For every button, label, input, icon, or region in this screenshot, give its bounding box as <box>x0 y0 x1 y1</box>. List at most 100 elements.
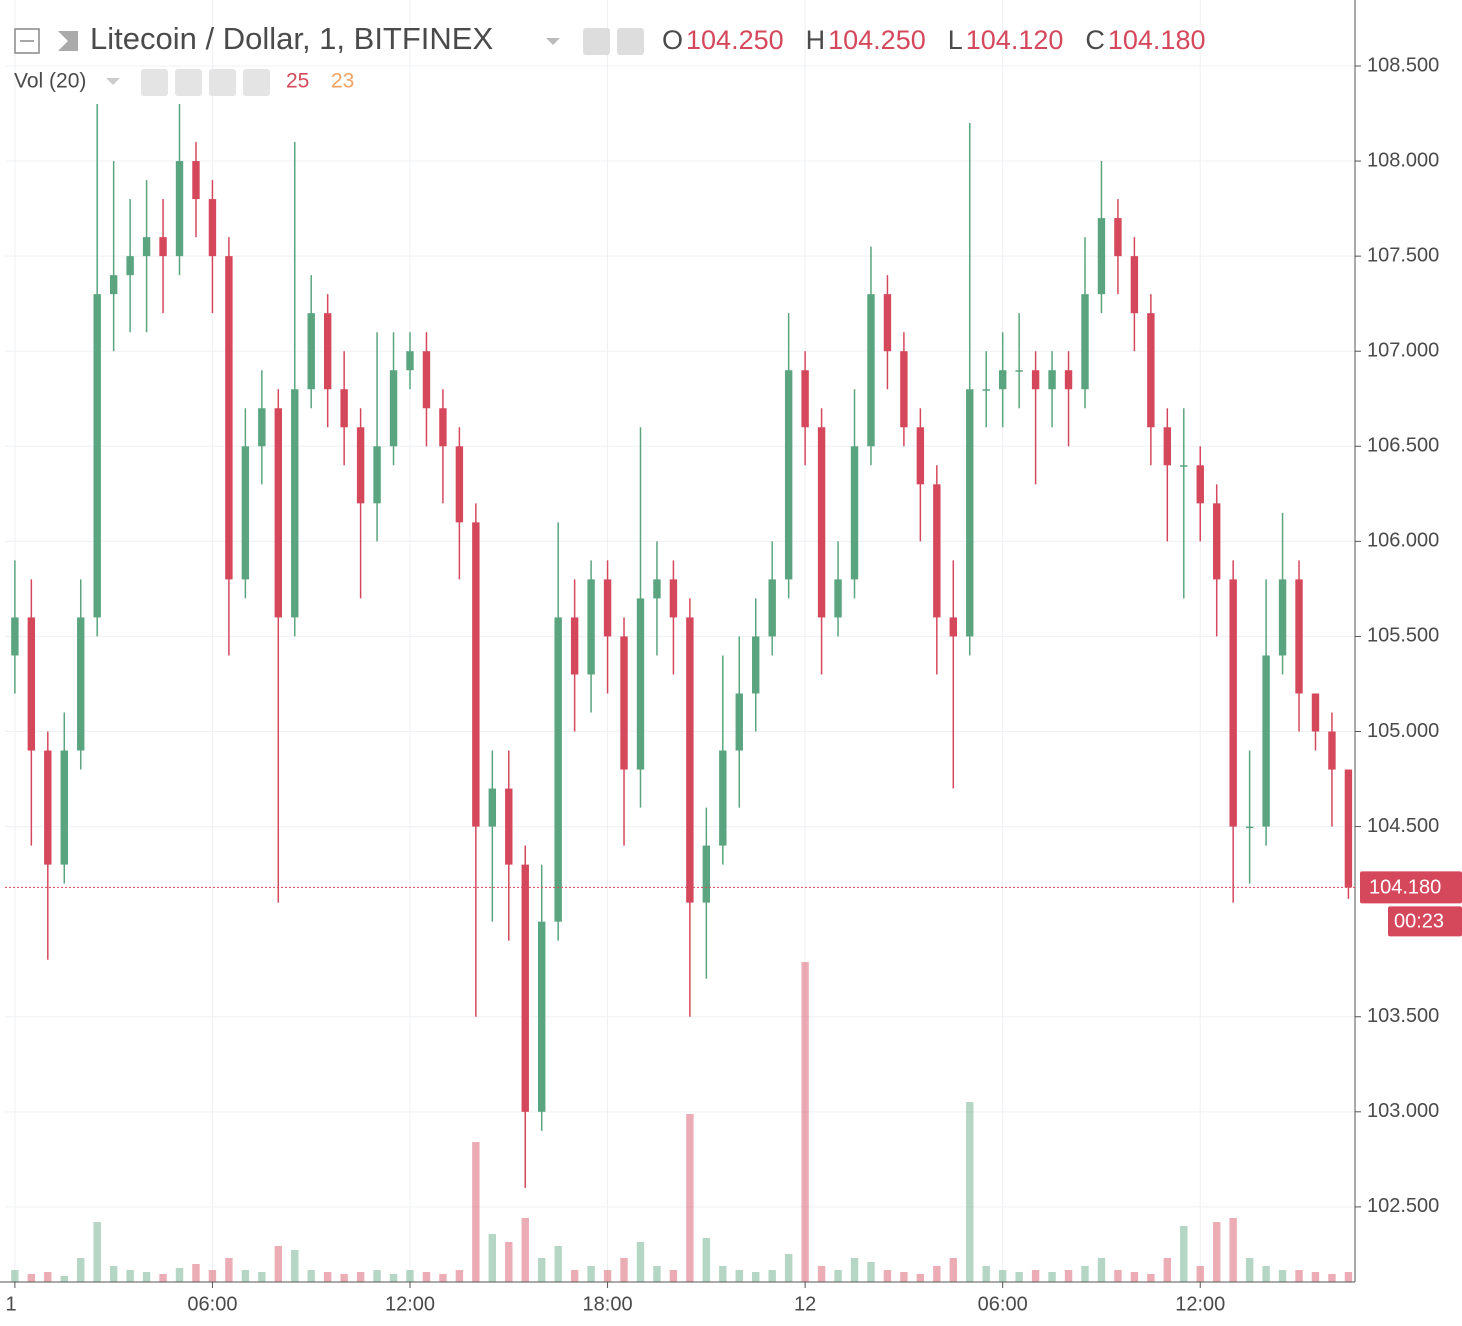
candle-body <box>109 275 118 295</box>
volume-bar <box>472 1142 480 1282</box>
candle-body <box>274 408 282 618</box>
candle-body <box>1130 256 1139 314</box>
candle-body <box>291 389 299 618</box>
volume-bar <box>389 1274 398 1282</box>
volume-bar <box>603 1270 612 1282</box>
candle-body <box>93 294 101 618</box>
candle-body <box>11 617 19 656</box>
candle-body <box>603 579 612 637</box>
x-tick-label: 12:00 <box>1175 1293 1225 1315</box>
last-price-box <box>1360 871 1462 904</box>
add-button[interactable] <box>209 69 236 96</box>
candle-body <box>439 408 447 447</box>
volume-bar <box>966 1102 974 1282</box>
volume-bar <box>241 1270 250 1282</box>
candle-body <box>389 370 398 447</box>
volume-bar <box>867 1262 875 1282</box>
candle-body <box>784 370 793 580</box>
volume-bar <box>620 1258 628 1282</box>
candle-body <box>883 294 892 352</box>
candle-body <box>77 617 85 751</box>
volume-bar <box>817 1266 826 1282</box>
volume-bar <box>669 1270 678 1282</box>
candle-body <box>735 693 743 751</box>
candle-body <box>422 351 431 409</box>
volume-bar <box>11 1270 19 1282</box>
x-tick-label: 06:00 <box>187 1293 237 1315</box>
candle-body <box>538 921 546 1112</box>
candle-body <box>587 579 595 675</box>
volume-bar <box>521 1218 529 1282</box>
candle-body <box>60 750 68 865</box>
candle-body <box>1064 370 1073 390</box>
candle-body <box>175 161 184 257</box>
volume-bar <box>175 1268 184 1282</box>
ohlc-key: C <box>1085 25 1105 55</box>
settings-button[interactable] <box>175 69 202 96</box>
candle-body <box>554 617 562 922</box>
volume-bar <box>1311 1272 1320 1282</box>
candle-body <box>1114 218 1122 257</box>
dropdown-arrow[interactable] <box>546 38 560 45</box>
volume-bar <box>422 1272 431 1282</box>
candle-body <box>1180 465 1188 467</box>
volume-bar <box>192 1264 200 1282</box>
eye-button[interactable] <box>583 28 610 55</box>
candle-body <box>356 427 365 504</box>
candle-body <box>834 579 842 618</box>
volume-bar <box>225 1258 233 1282</box>
dropdown-arrow[interactable] <box>106 78 120 85</box>
eye-button[interactable] <box>141 69 168 96</box>
volume-bar <box>258 1272 266 1282</box>
candle-body <box>998 370 1007 390</box>
last-price-label: 104.180 <box>1369 877 1441 899</box>
ohlc-key: O <box>662 25 683 55</box>
volume-bar <box>1163 1258 1172 1282</box>
volume-bar <box>686 1114 694 1282</box>
candle-body <box>1097 218 1106 295</box>
volume-bar <box>883 1270 892 1282</box>
volume-bar <box>636 1242 645 1282</box>
volume-bar <box>916 1274 925 1282</box>
candle-body <box>801 370 809 428</box>
volume-bar <box>1245 1258 1254 1282</box>
candle-body <box>406 351 414 371</box>
settings-button[interactable] <box>617 28 644 55</box>
volume-bar <box>570 1270 579 1282</box>
volume-bar <box>307 1270 315 1282</box>
candle-body <box>192 161 200 200</box>
volume-bar <box>653 1266 661 1282</box>
volume-bar <box>488 1234 497 1282</box>
volume-bar <box>768 1270 776 1282</box>
candle-body <box>208 199 217 257</box>
candle-body <box>620 636 628 770</box>
candle-body <box>455 446 464 523</box>
candle-body <box>1328 731 1336 770</box>
candle-body <box>817 427 826 618</box>
volume-bar <box>900 1272 908 1282</box>
candle-body <box>982 389 990 391</box>
x-tick-label: 06:00 <box>978 1293 1028 1315</box>
symbol-icon <box>58 31 78 51</box>
volume-bar <box>1196 1266 1204 1282</box>
candle-body <box>768 579 776 637</box>
candle-body <box>159 237 167 257</box>
candle-body <box>719 750 727 846</box>
candle-body <box>570 617 579 675</box>
volume-bar <box>60 1276 68 1282</box>
candle-body <box>1229 579 1237 827</box>
volume-bar <box>455 1270 464 1282</box>
candle-body <box>1213 503 1221 580</box>
close-button[interactable] <box>243 69 270 96</box>
volume-ma-value: 23 <box>331 70 354 93</box>
volume-bar <box>834 1270 842 1282</box>
symbol-title[interactable]: Litecoin / Dollar, 1, BITFINEX <box>90 21 493 56</box>
volume-bar <box>1213 1222 1221 1282</box>
volume-bar <box>735 1270 743 1282</box>
y-tick-label: 108.500 <box>1367 54 1439 76</box>
volume-bar <box>1081 1266 1089 1282</box>
candle-body <box>472 522 480 827</box>
candle-body <box>1295 579 1303 694</box>
volume-bar <box>998 1270 1007 1282</box>
